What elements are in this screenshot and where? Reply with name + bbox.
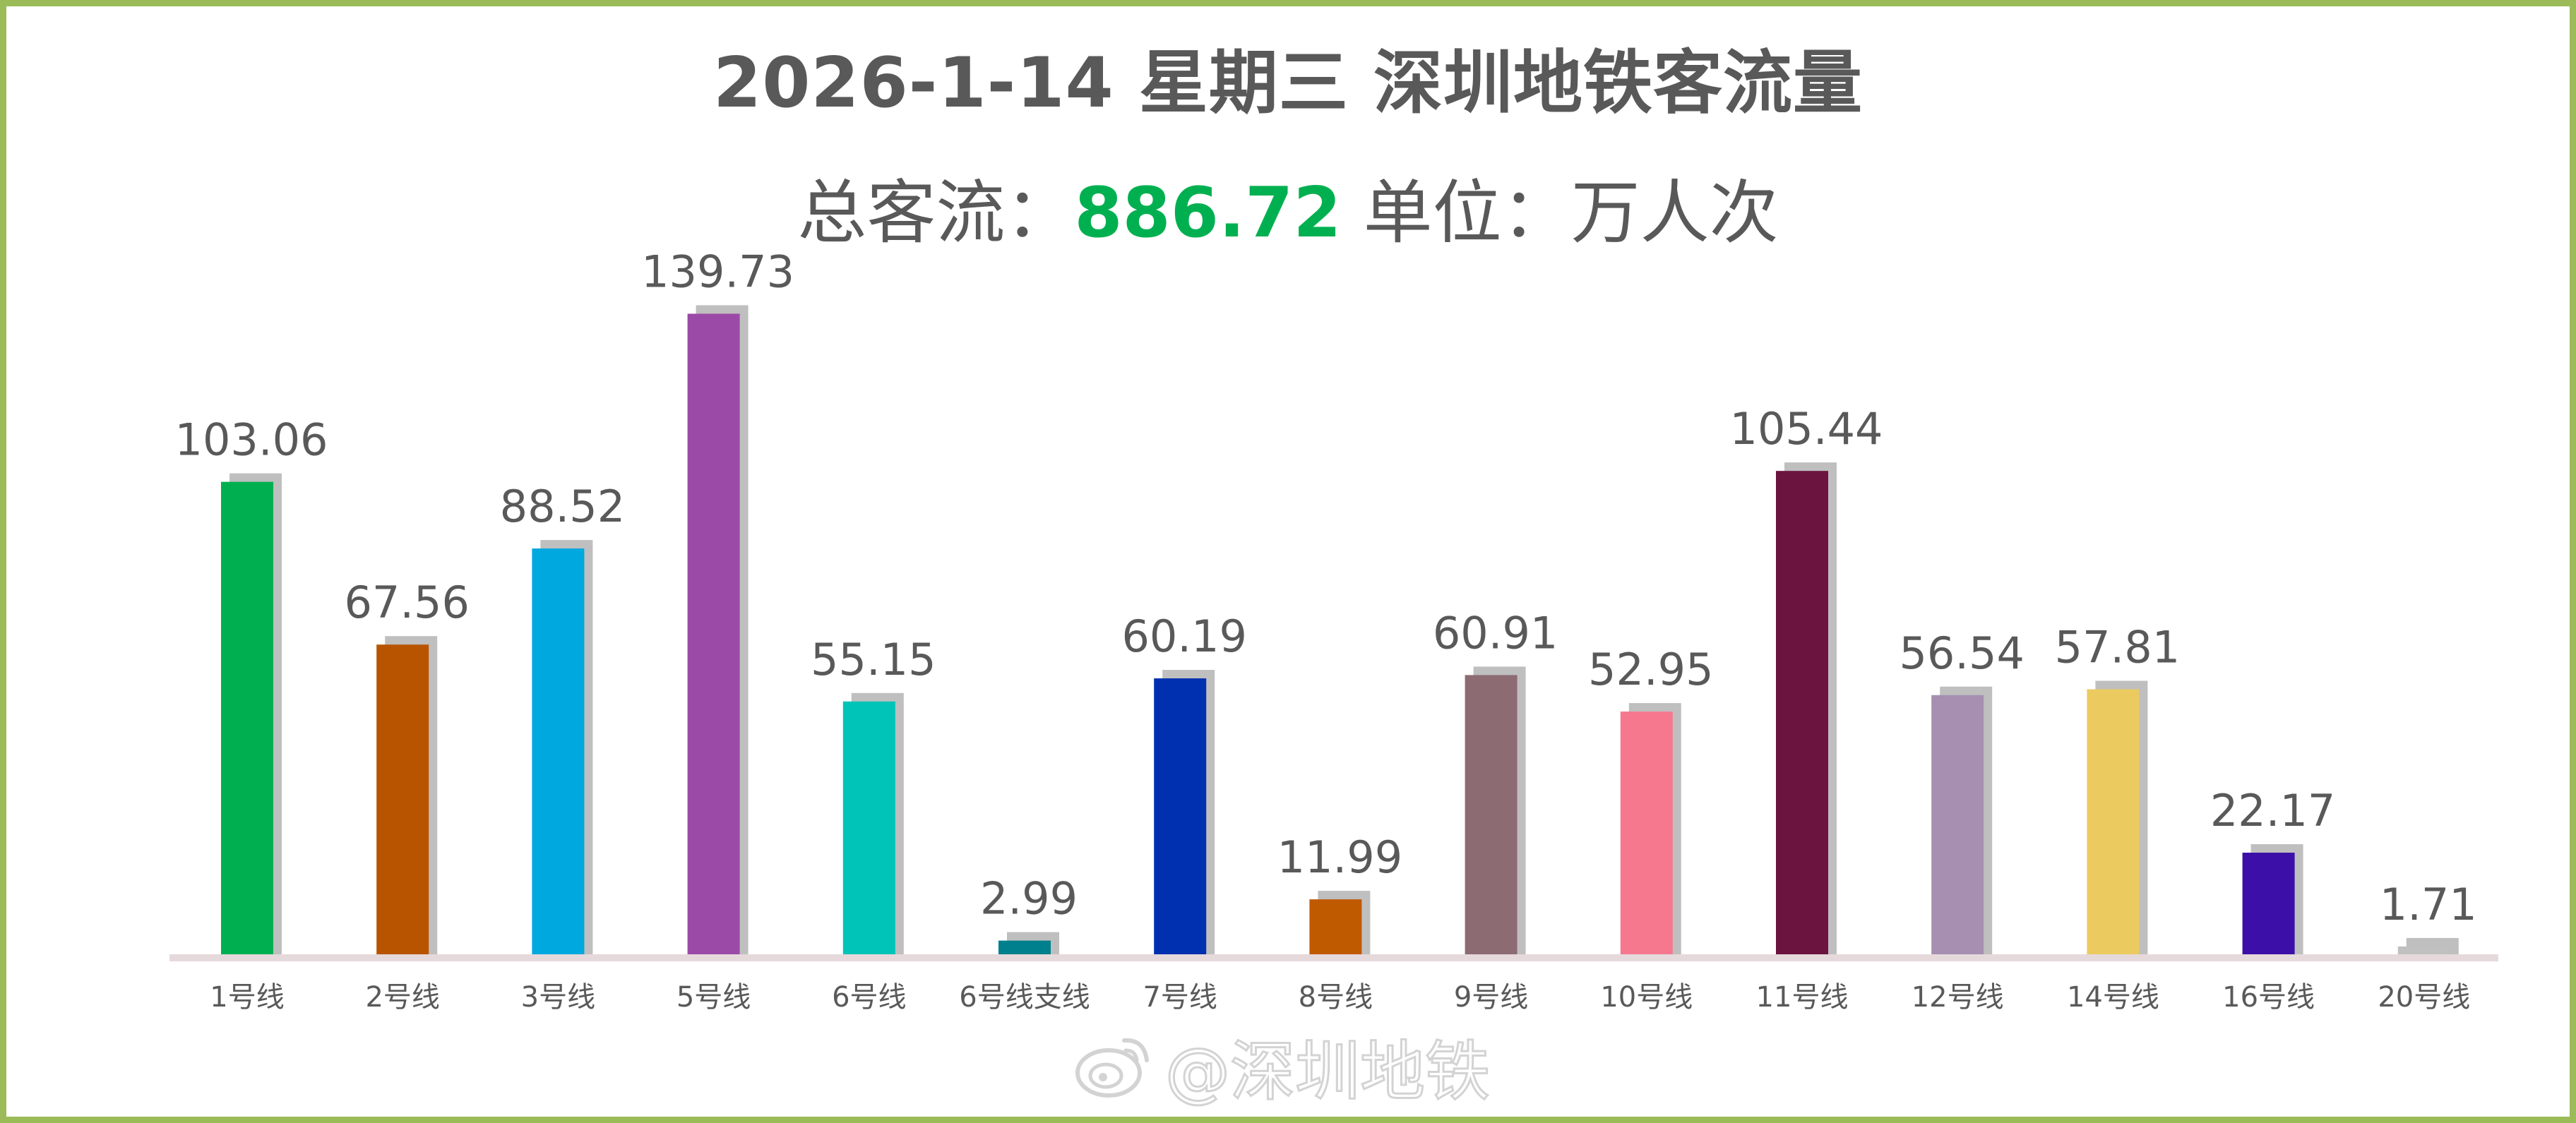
bar (532, 548, 585, 954)
bar (1931, 695, 1984, 954)
chart-title: 2026-1-14 星期三 深圳地铁客流量 (713, 43, 1863, 124)
x-tick-label: 16号线 (2222, 981, 2315, 1014)
data-label: 88.52 (500, 481, 626, 532)
data-label: 103.06 (175, 414, 328, 466)
x-tick-label: 20号线 (2378, 981, 2470, 1014)
chart-subtitle: 总客流：886.72 单位：万人次 (0, 157, 2576, 257)
data-label: 52.95 (1588, 644, 1714, 695)
bar (1620, 711, 1673, 954)
x-tick-label: 7号线 (1143, 981, 1217, 1014)
watermark: @深圳地铁 (1073, 1027, 1491, 1110)
x-tick-label: 5号线 (676, 981, 751, 1014)
data-label: 60.91 (1433, 607, 1558, 659)
x-tick-label: 1号线 (210, 981, 284, 1014)
data-label: 2.99 (980, 873, 1078, 925)
data-label: 11.99 (1277, 831, 1403, 883)
bar (687, 313, 740, 955)
data-label: 105.44 (1730, 403, 1883, 455)
total-value: 886.72 (1074, 173, 1342, 253)
data-label: 67.56 (344, 577, 470, 628)
x-tick-label: 9号线 (1454, 981, 1528, 1014)
x-axis-line (169, 954, 2498, 961)
bar (2242, 853, 2295, 954)
x-tick-label: 14号线 (2067, 981, 2159, 1014)
bar (998, 940, 1051, 954)
bar (1465, 675, 1517, 954)
x-tick-label: 8号线 (1299, 981, 1373, 1014)
bar (2087, 689, 2140, 954)
x-tick-label: 10号线 (1600, 981, 1693, 1014)
data-label: 60.19 (1121, 611, 1247, 662)
bar (1154, 678, 1207, 954)
x-tick-label: 11号线 (1756, 981, 1849, 1014)
bar (1309, 899, 1362, 954)
data-label: 56.54 (1899, 627, 2025, 679)
bar (376, 644, 429, 954)
watermark-text: @深圳地铁 (1164, 1033, 1491, 1110)
data-label: 55.15 (811, 634, 936, 685)
x-tick-label: 3号线 (521, 981, 595, 1014)
x-tick-label: 6号线 (832, 981, 906, 1014)
x-tick-label: 12号线 (1912, 981, 2004, 1014)
bar (221, 481, 273, 954)
data-label: 139.73 (641, 246, 794, 297)
data-label: 22.17 (2210, 785, 2336, 836)
weibo-icon (1075, 1038, 1149, 1098)
total-label: 总客流： (797, 173, 1075, 253)
bar (2397, 946, 2450, 954)
x-tick-label: 6号线支线 (959, 981, 1090, 1014)
x-tick-label: 2号线 (365, 981, 439, 1014)
bar (1776, 471, 1828, 954)
data-label: 57.81 (2055, 622, 2181, 673)
bar (842, 701, 895, 954)
data-label: 1.71 (2380, 879, 2477, 930)
unit-label: 单位：万人次 (1341, 173, 1779, 253)
